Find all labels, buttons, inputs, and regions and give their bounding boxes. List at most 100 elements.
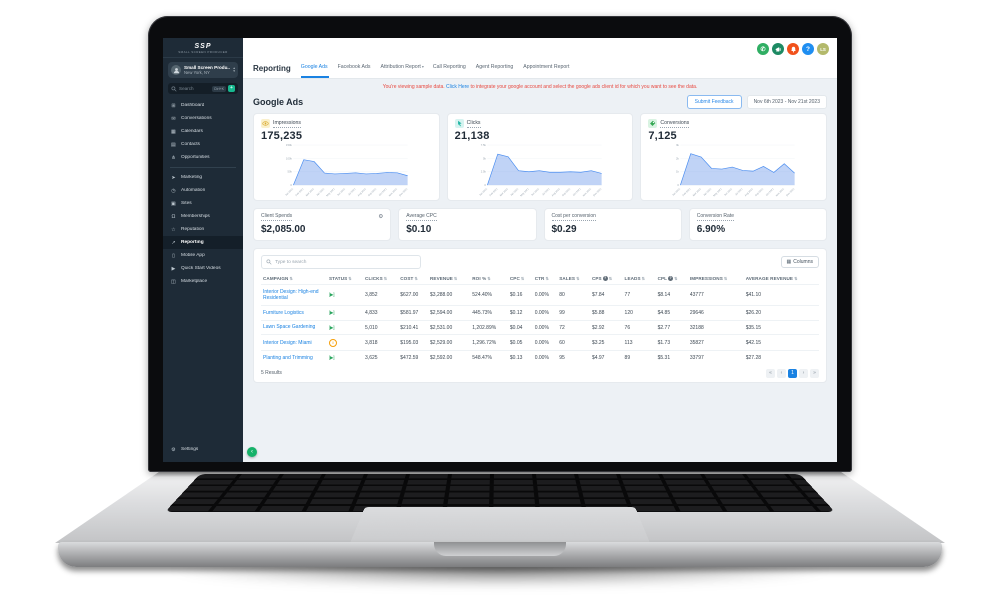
sidebar-item-sites[interactable]: ▣ Sites <box>163 197 243 210</box>
sidebar-item-contacts[interactable]: ▤ Contacts <box>163 138 243 151</box>
column-header[interactable]: AVERAGE REVENUE⇅ <box>745 276 798 282</box>
sort-icon[interactable]: ⇅ <box>576 276 580 282</box>
bell-icon[interactable] <box>787 43 799 55</box>
campaign-link[interactable]: Interior Design: Miami <box>263 339 312 346</box>
sidebar-item-marketplace[interactable]: ◫ Marketplace <box>163 275 243 288</box>
campaign-link[interactable]: Planting and Trimming <box>263 354 313 361</box>
page-last-button[interactable]: » <box>810 368 819 378</box>
metric-value: 175,235 <box>261 130 303 142</box>
megaphone-icon[interactable] <box>772 43 784 55</box>
sort-icon[interactable]: ⇅ <box>608 276 613 281</box>
report-tab[interactable]: Agent Reporting <box>476 64 515 78</box>
column-header[interactable]: REVENUE⇅ <box>430 276 458 282</box>
svg-text:2k: 2k <box>676 156 680 160</box>
table-cell: 60 <box>557 334 590 351</box>
sort-icon[interactable]: ⇅ <box>348 276 352 282</box>
report-tab[interactable]: Attribution Report▾ <box>380 64 423 78</box>
table-cell: 0.00% <box>532 350 558 365</box>
column-header[interactable]: SALES⇅ <box>559 276 580 282</box>
column-header[interactable]: CPC⇅ <box>509 276 525 282</box>
page-next-button[interactable]: › <box>799 368 808 378</box>
svg-text:7.5k: 7.5k <box>480 143 486 147</box>
campaign-link[interactable]: Lawn Space Gardening <box>263 324 316 331</box>
report-tab[interactable]: Google Ads <box>300 64 329 78</box>
sidebar-item-quick-start-videos[interactable]: ▶ Quick Start Videos <box>163 262 243 275</box>
campaign-link[interactable]: Furniture Logistics <box>263 309 304 316</box>
sidebar-item-reputation[interactable]: ☆ Reputation <box>163 223 243 236</box>
sidebar-item-label: Reporting <box>181 240 204 245</box>
sort-icon[interactable]: ⇅ <box>723 276 728 282</box>
column-header[interactable]: CPS? ⇅ <box>591 276 613 282</box>
sidebar-collapse-button[interactable]: ‹ <box>247 447 257 457</box>
column-header[interactable]: CLICKS⇅ <box>365 276 388 282</box>
table-cell: $26.20 <box>743 305 819 321</box>
report-tab[interactable]: Appointment Report <box>523 64 570 78</box>
campaign-table-card: Type to search ▦ Columns CAMPAIGN⇅ STATUS… <box>253 248 827 383</box>
sort-icon[interactable]: ⇅ <box>383 276 388 282</box>
sidebar-nav: ⊞ Dashboard ✉ Conversations ▦ Calendars … <box>163 99 243 288</box>
sidebar-item-opportunities[interactable]: ⋔ Opportunities <box>163 151 243 164</box>
sidebar-item-mobile-app[interactable]: ▯ Mobile App <box>163 249 243 262</box>
sample-data-banner: You're viewing sample data. Click Here t… <box>253 84 827 90</box>
metric-label: Impressions <box>273 119 301 128</box>
account-switcher[interactable]: Small Screen Produ... New York, NY ▴ ▾ <box>168 62 238 78</box>
sort-icon[interactable]: ⇅ <box>453 276 458 282</box>
sort-icon[interactable]: ⇅ <box>414 276 418 282</box>
date-range-picker[interactable]: Nov 6th 2023 - Nov 21st 2023 <box>746 95 827 109</box>
help-icon: ? <box>602 276 608 282</box>
chevron-updown-icon: ▴ ▾ <box>233 65 235 73</box>
page-first-button[interactable]: « <box>766 368 775 378</box>
sidebar-item-dashboard[interactable]: ⊞ Dashboard <box>163 99 243 112</box>
column-header[interactable]: CPL? ⇅ <box>657 276 678 282</box>
sort-icon[interactable]: ⇅ <box>794 276 798 282</box>
tab-label: Google Ads <box>300 64 328 70</box>
column-header[interactable]: CAMPAIGN⇅ <box>263 276 293 282</box>
column-header[interactable]: COST⇅ <box>400 276 418 282</box>
sort-icon[interactable]: ⇅ <box>674 276 678 281</box>
click-here-link[interactable]: Click Here <box>446 84 470 90</box>
table-cell: $581.97 <box>398 305 428 321</box>
page-current[interactable]: 1 <box>788 368 797 378</box>
sidebar-item-automation[interactable]: ◷ Automation <box>163 184 243 197</box>
table-search-input[interactable]: Type to search <box>261 255 421 269</box>
svg-text:Aug 2021: Aug 2021 <box>357 187 367 197</box>
sidebar-item-conversations[interactable]: ✉ Conversations <box>163 112 243 125</box>
page-prev-button[interactable]: ‹ <box>777 368 786 378</box>
status-icon: ‖ <box>329 338 337 347</box>
stat-card: Average CPC $0.10 <box>398 208 537 241</box>
sort-icon[interactable]: ⇅ <box>641 276 646 282</box>
svg-text:Jan 2021: Jan 2021 <box>672 187 682 197</box>
gear-icon[interactable]: ⚙ <box>378 214 384 220</box>
table-cell: $1.73 <box>655 334 688 351</box>
submit-feedback-button[interactable]: Submit Feedback <box>686 95 742 109</box>
area-chart: 0 1k 2k 3k Jan 2021 Feb 2021 Mar 2021 Apr 2021 M… <box>672 143 796 197</box>
table-cell: 43777 <box>687 284 744 306</box>
column-header[interactable]: STATUS⇅ <box>329 276 352 282</box>
sort-icon[interactable]: ⇅ <box>289 276 293 282</box>
sidebar-item-calendars[interactable]: ▦ Calendars <box>163 125 243 138</box>
report-tab[interactable]: Facebook Ads <box>338 64 372 78</box>
column-header[interactable]: ROI %⇅ <box>472 276 491 282</box>
sidebar-item-settings[interactable]: ⚙ Settings <box>163 443 243 456</box>
column-header[interactable]: CTR⇅ <box>534 276 549 282</box>
sort-icon[interactable]: ⇅ <box>520 276 525 282</box>
column-header[interactable]: LEADS⇅ <box>624 276 646 282</box>
sidebar-item-marketing[interactable]: ➤ Marketing <box>163 171 243 184</box>
user-avatar-icon <box>171 65 181 75</box>
avatar[interactable]: LS <box>817 43 829 55</box>
sidebar-item-memberships[interactable]: Ω Memberships <box>163 210 243 223</box>
add-icon[interactable]: + <box>228 85 235 92</box>
sidebar-search[interactable]: Search Ctrl+K + <box>168 83 238 94</box>
sidebar-item-reporting[interactable]: ↗ Reporting <box>163 236 243 249</box>
sort-icon[interactable]: ⇅ <box>487 276 491 282</box>
stat-label: Conversion Rate <box>696 213 734 221</box>
report-tab[interactable]: Call Reporting <box>433 64 467 78</box>
tab-label: Call Reporting <box>432 64 466 70</box>
table-cell: 72 <box>557 319 590 335</box>
phone-icon[interactable]: ✆ <box>757 43 769 55</box>
columns-button[interactable]: ▦ Columns <box>780 256 819 268</box>
sort-icon[interactable]: ⇅ <box>545 276 549 282</box>
campaign-link[interactable]: Interior Design: High-end Residential <box>263 288 319 302</box>
column-header[interactable]: IMPRESSIONS⇅ <box>689 276 728 282</box>
help-icon[interactable]: ? <box>802 43 814 55</box>
